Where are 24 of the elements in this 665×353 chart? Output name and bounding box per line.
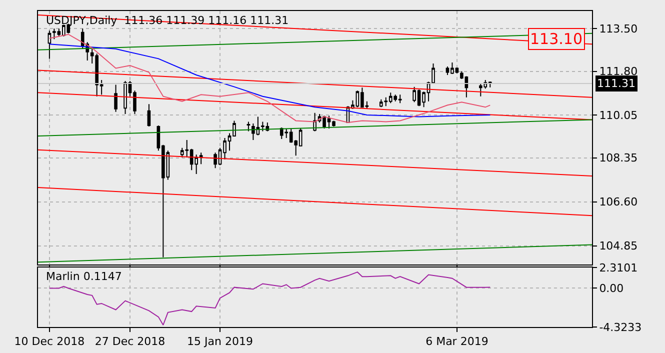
- annotation: 113.10: [530, 30, 582, 48]
- x-tick-label: 10 Dec 2018: [14, 335, 85, 348]
- x-tick-label: 27 Dec 2018: [94, 335, 166, 348]
- x-tick-label: 15 Jan 2019: [187, 335, 254, 348]
- line-series: [48, 44, 491, 118]
- chart-title: Marlin 0.1147: [46, 270, 122, 283]
- x-tick-label: 6 Mar 2019: [426, 335, 488, 348]
- candlestick: [114, 84, 118, 112]
- y-tick-label: 0.00: [599, 282, 624, 296]
- y-tick-label: 108.35: [599, 152, 638, 165]
- candlestick: [48, 30, 52, 60]
- candlestick: [199, 152, 203, 165]
- candlestick: [246, 121, 250, 132]
- y-tick-label: 110.05: [599, 109, 638, 122]
- y-tick-label: 113.50: [599, 22, 638, 36]
- y-tick-label: 2.3101: [599, 261, 638, 274]
- y-tick-label: 111.80: [599, 65, 638, 78]
- line-series: [48, 272, 491, 326]
- y-tick-label: -4.3233: [599, 320, 642, 334]
- line-series: [48, 34, 491, 123]
- ref-line-label: 111.31: [597, 77, 636, 90]
- candlestick: [147, 104, 151, 127]
- y-tick-label: 106.60: [599, 196, 638, 209]
- y-tick-label: 104.85: [599, 240, 638, 253]
